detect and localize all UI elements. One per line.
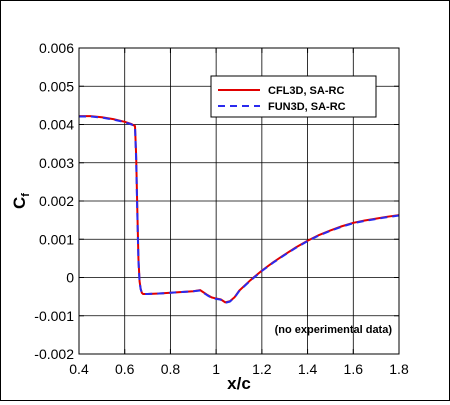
y-tick-label: 0.005 — [39, 78, 74, 94]
y-tick-label: -0.002 — [34, 346, 74, 362]
y-tick-label: 0.003 — [39, 155, 74, 171]
series-layer — [79, 115, 400, 304]
legend-label-cfl3d: CFL3D, SA-RC — [268, 85, 344, 97]
annotation-no-experimental-data: (no experimental data) — [275, 324, 393, 336]
y-axis-title-sub: f — [20, 193, 32, 197]
svg-text:Cf: Cf — [10, 193, 32, 209]
y-tick-label: -0.001 — [34, 308, 74, 324]
y-axis-title: Cf — [10, 193, 32, 209]
y-tick-labels: -0.002 -0.001 0 0.001 0.002 0.003 0.004 0.005 0.… — [34, 40, 74, 362]
x-tick-label: 1.6 — [344, 361, 364, 377]
y-tick-label: 0.001 — [39, 231, 74, 247]
y-axis-title-main: C — [10, 197, 29, 209]
x-tick-label: 0.4 — [69, 361, 89, 377]
x-tick-label: 1 — [212, 361, 220, 377]
series-line-fun3d — [79, 115, 400, 304]
y-tick-label: 0.006 — [39, 40, 74, 56]
legend: CFL3D, SA-RC FUN3D, SA-RC — [210, 75, 377, 118]
x-tick-label: 1.2 — [252, 361, 272, 377]
y-tick-label: 0.002 — [39, 193, 74, 209]
x-tick-label: 0.6 — [115, 361, 135, 377]
x-axis-title: x/c — [227, 374, 251, 393]
y-tick-label: 0.004 — [39, 117, 74, 133]
legend-box — [210, 75, 377, 118]
legend-label-fun3d: FUN3D, SA-RC — [268, 101, 346, 113]
y-tick-label: 0 — [66, 270, 74, 286]
x-tick-label: 1.4 — [298, 361, 318, 377]
tick-marks — [78, 47, 400, 355]
x-tick-label: 1.8 — [389, 361, 409, 377]
x-tick-labels: 0.4 0.6 0.8 1 1.2 1.4 1.6 1.8 — [69, 361, 409, 377]
x-tick-label: 0.8 — [161, 361, 181, 377]
